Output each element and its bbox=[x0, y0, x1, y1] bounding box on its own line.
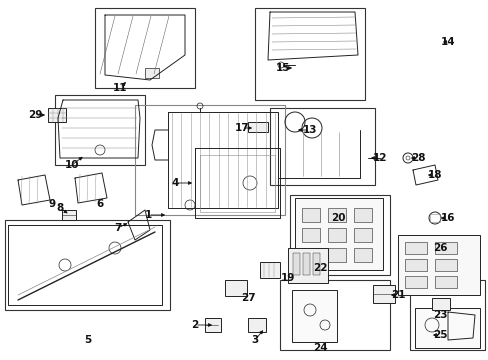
Text: 5: 5 bbox=[84, 335, 91, 345]
Text: 28: 28 bbox=[410, 153, 425, 163]
Bar bbox=[135, 105, 285, 215]
Text: 17: 17 bbox=[234, 123, 249, 133]
Bar bbox=[292, 253, 299, 275]
Bar bbox=[302, 248, 319, 262]
Bar bbox=[327, 228, 346, 242]
Bar bbox=[353, 248, 371, 262]
Text: 13: 13 bbox=[302, 125, 317, 135]
Text: 2: 2 bbox=[191, 320, 198, 330]
Bar bbox=[327, 208, 346, 222]
Text: 7: 7 bbox=[114, 223, 122, 233]
Bar bbox=[302, 228, 319, 242]
Bar bbox=[372, 285, 394, 303]
Bar bbox=[353, 228, 371, 242]
Bar bbox=[254, 8, 364, 100]
Bar bbox=[404, 242, 426, 254]
Text: 27: 27 bbox=[240, 293, 255, 303]
Bar bbox=[414, 308, 479, 348]
Text: 6: 6 bbox=[96, 199, 103, 209]
Bar bbox=[312, 253, 319, 275]
Text: 29: 29 bbox=[28, 110, 42, 120]
Bar bbox=[48, 108, 66, 122]
Text: 16: 16 bbox=[440, 213, 454, 223]
Bar bbox=[269, 108, 374, 185]
Text: 8: 8 bbox=[56, 203, 63, 213]
Bar bbox=[62, 210, 76, 220]
Text: 22: 22 bbox=[312, 263, 326, 273]
Bar bbox=[287, 248, 327, 283]
Bar bbox=[291, 290, 336, 342]
Text: 10: 10 bbox=[64, 160, 79, 170]
Bar bbox=[289, 195, 389, 275]
Text: 12: 12 bbox=[372, 153, 386, 163]
Text: 20: 20 bbox=[330, 213, 345, 223]
Bar bbox=[145, 68, 159, 78]
Bar bbox=[55, 95, 145, 165]
Bar bbox=[327, 248, 346, 262]
Bar bbox=[247, 318, 265, 332]
Bar bbox=[397, 235, 479, 295]
Bar bbox=[404, 259, 426, 271]
Text: 26: 26 bbox=[432, 243, 447, 253]
Bar bbox=[353, 208, 371, 222]
Bar bbox=[280, 280, 389, 350]
Text: 15: 15 bbox=[275, 63, 290, 73]
Bar bbox=[404, 276, 426, 288]
Bar bbox=[204, 318, 221, 332]
Text: 14: 14 bbox=[440, 37, 454, 47]
Text: 23: 23 bbox=[432, 310, 447, 320]
Text: 24: 24 bbox=[312, 343, 326, 353]
Text: 4: 4 bbox=[171, 178, 178, 188]
Bar bbox=[224, 280, 246, 296]
Bar bbox=[434, 276, 456, 288]
Bar bbox=[409, 280, 484, 350]
Text: 1: 1 bbox=[144, 210, 151, 220]
Bar bbox=[247, 122, 267, 132]
Bar bbox=[260, 262, 280, 278]
Text: 18: 18 bbox=[427, 170, 441, 180]
Bar bbox=[431, 298, 449, 310]
Text: 19: 19 bbox=[280, 273, 295, 283]
Bar bbox=[5, 220, 170, 310]
Text: 21: 21 bbox=[390, 290, 405, 300]
Text: 9: 9 bbox=[48, 199, 56, 209]
Bar bbox=[429, 214, 439, 222]
Bar bbox=[302, 208, 319, 222]
Bar bbox=[294, 198, 382, 270]
Text: 25: 25 bbox=[432, 330, 447, 340]
Bar bbox=[303, 253, 309, 275]
Text: 11: 11 bbox=[113, 83, 127, 93]
Bar bbox=[434, 259, 456, 271]
Text: 3: 3 bbox=[251, 335, 258, 345]
Bar bbox=[95, 8, 195, 88]
Bar bbox=[434, 242, 456, 254]
